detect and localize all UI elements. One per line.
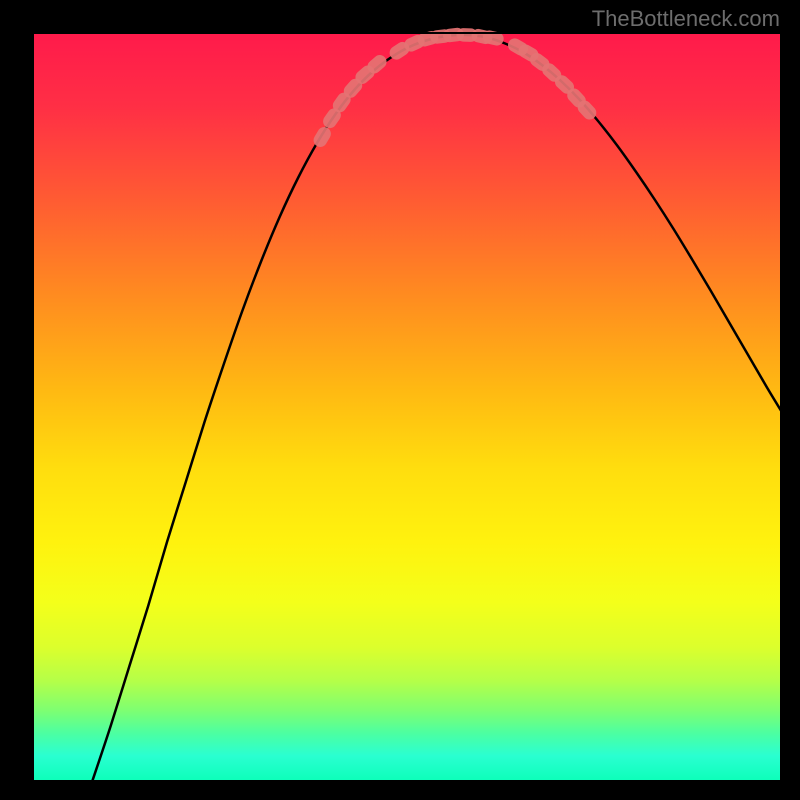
marker-group	[311, 27, 599, 149]
curve-layer	[32, 32, 782, 782]
watermark-label: TheBottleneck.com	[592, 6, 780, 32]
bottleneck-curve	[92, 35, 782, 782]
plot-area	[32, 32, 782, 782]
